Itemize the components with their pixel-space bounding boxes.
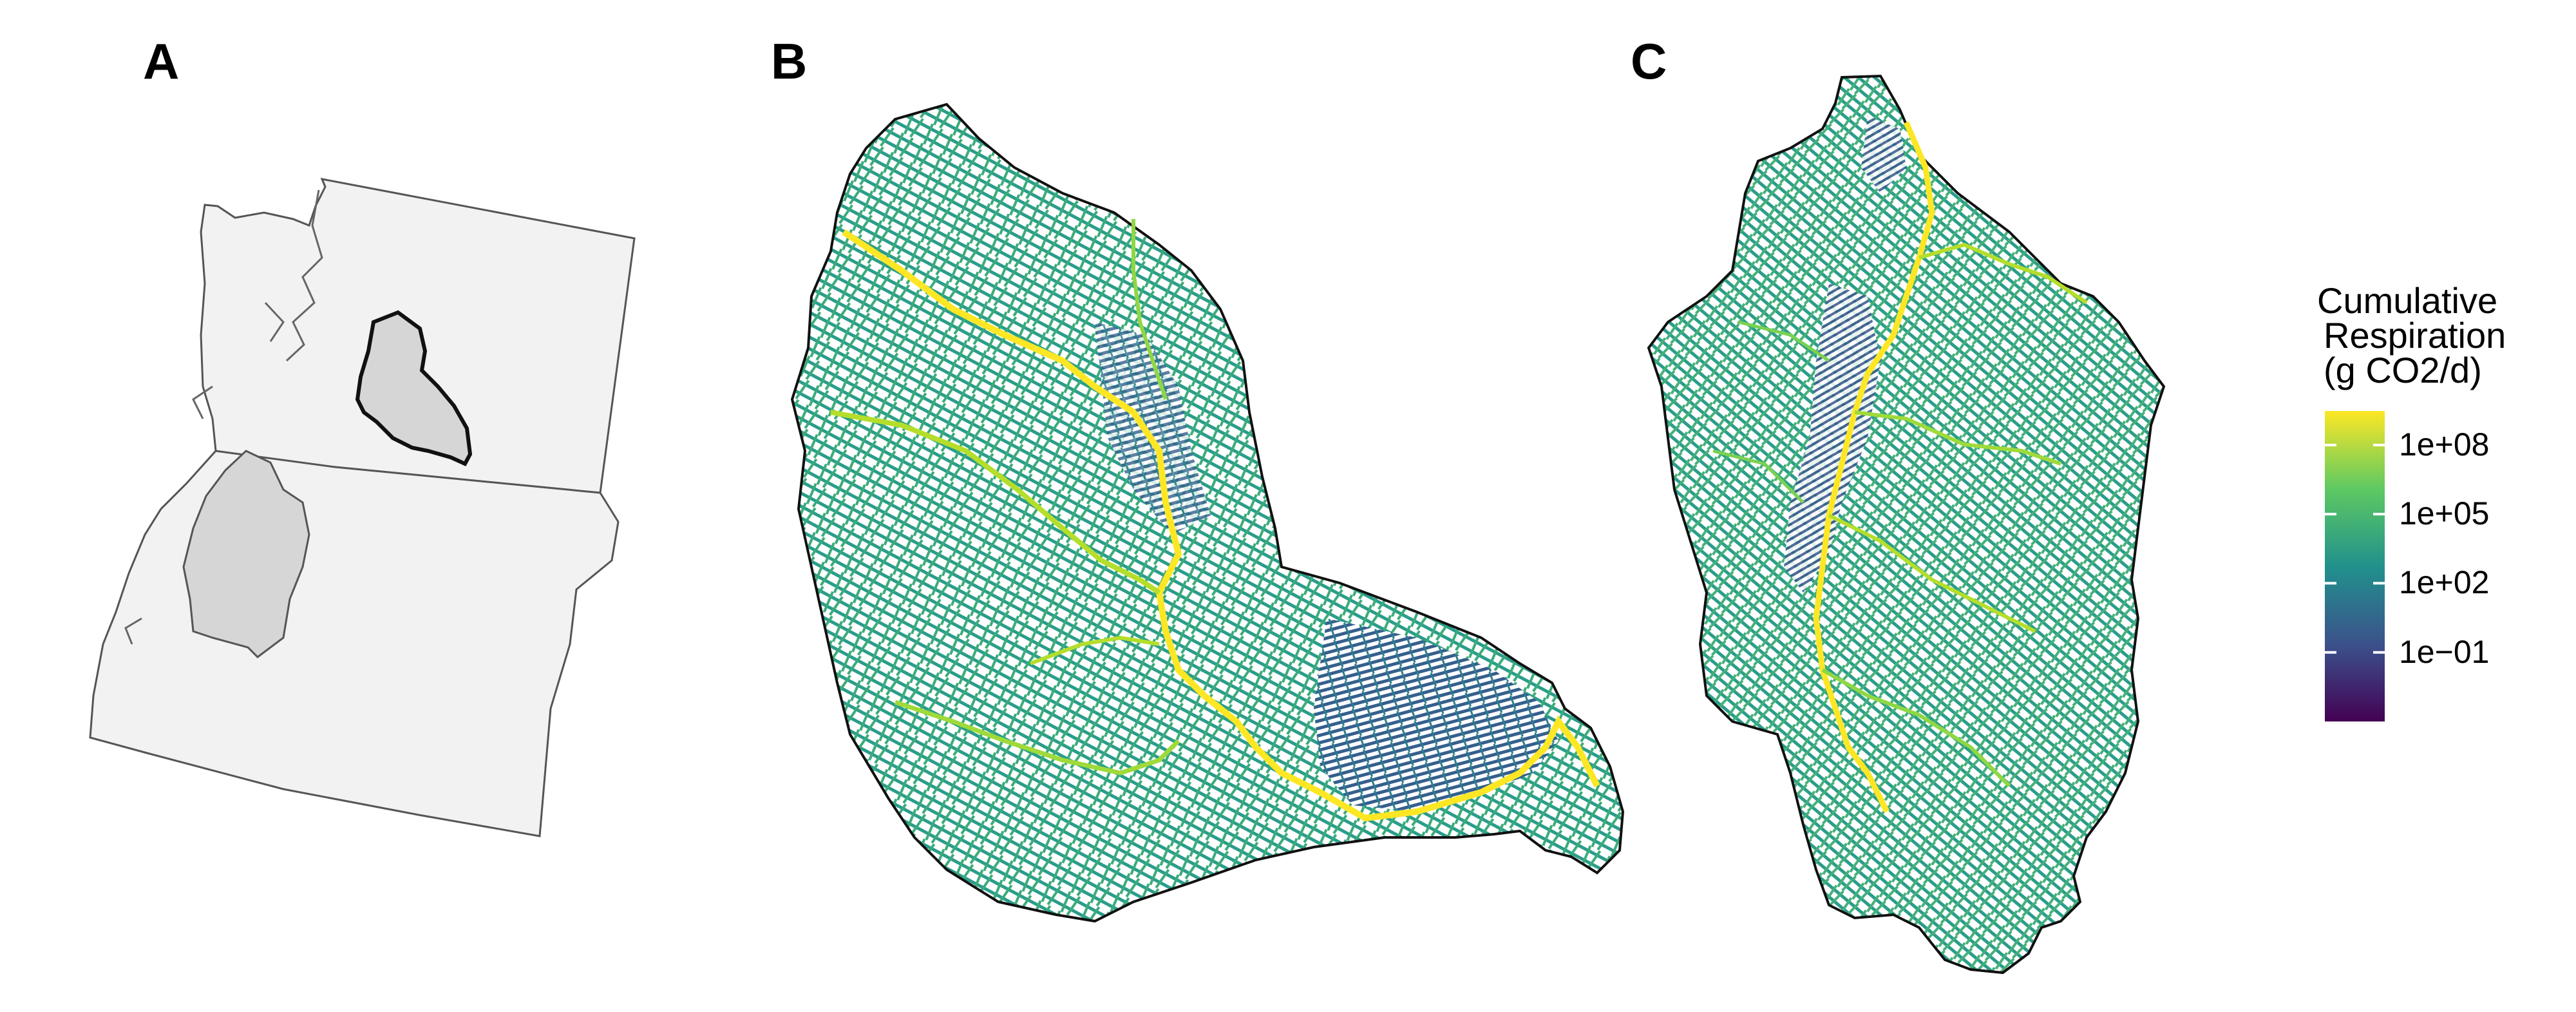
puget-sound-inlets [264,189,323,362]
basin-c-tributary-3 [1828,513,2036,633]
legend-title: Cumulative Respiration (g CO2/d) [2317,283,2506,388]
basin-b-tributary-2 [894,700,1180,776]
legend-title-line-1: Cumulative [2317,280,2498,321]
basin-c-dense-core [1784,283,1880,593]
panel-label-c: C [1631,33,1667,90]
basin-c-mainstem [1813,121,1935,814]
basin-b-tributary-3 [1029,635,1160,665]
basin-b-lowland-dense [1314,618,1558,812]
colorbar-tick-label-0: 1e+08 [2399,426,2490,463]
basin-c-outline [1647,74,2166,975]
panel-label-a: A [143,33,180,90]
basin-yakima [355,310,473,466]
panel-label-b: B [771,33,808,90]
legend-title-line-3: (g CO2/d) [2324,350,2482,390]
basin-c-upper-dense [1861,116,1906,193]
colorbar-ticks [2325,443,2385,654]
basin-c-tributary-4 [1821,668,2011,788]
basin-willamette [182,450,310,658]
basin-c-tributary-1 [1918,242,2088,305]
basin-b-tributary-4 [1132,219,1168,400]
colorbar-gradient [2325,411,2385,721]
basin-b-tributary-1 [830,410,1161,595]
coastline-detail [124,385,213,645]
basin-c-tributary-2 [1854,410,2061,466]
legend-title-line-2: Respiration [2324,315,2506,356]
basin-c-tributary-5 [1712,320,1830,504]
basin-b-upper-tributaries [1095,322,1211,535]
colorbar-tick-label-2: 1e+02 [2399,564,2490,601]
colorbar-tick-label-3: 1e−01 [2399,633,2490,670]
basin-b-mainstem [842,229,1600,822]
colorbar-tick-label-1: 1e+05 [2399,495,2490,532]
